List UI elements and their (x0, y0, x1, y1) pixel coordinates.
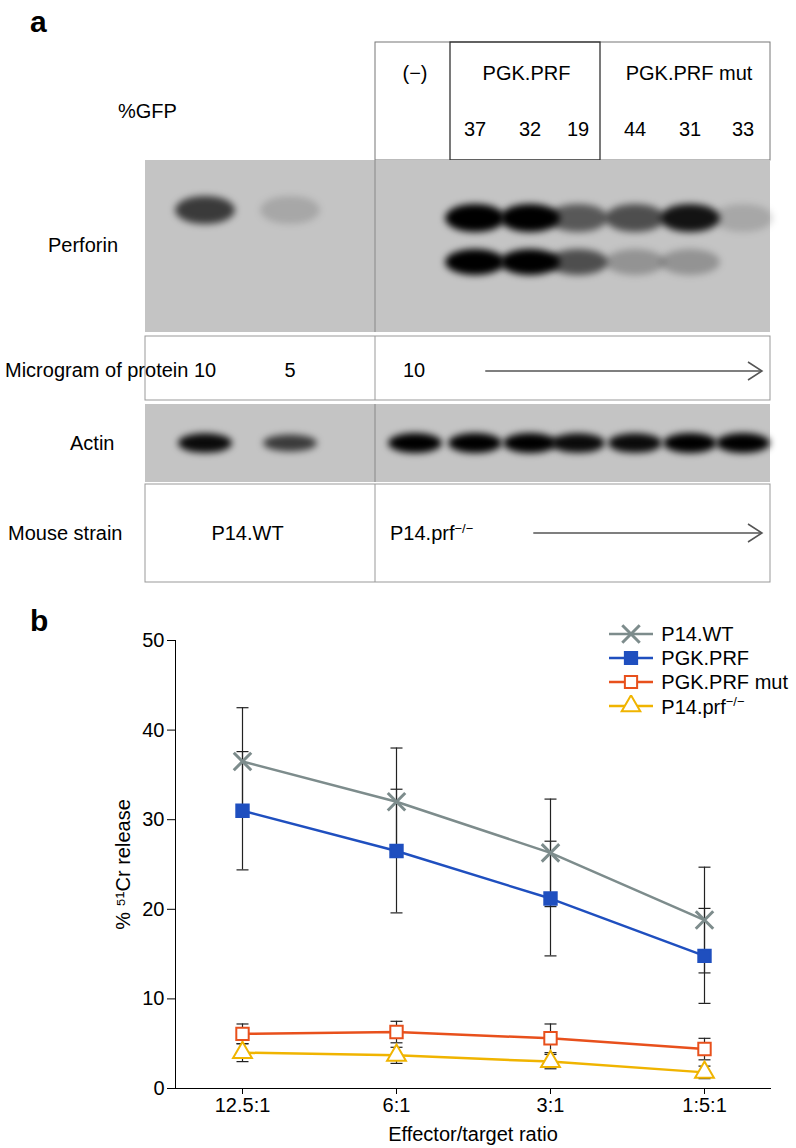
svg-text:%GFP: %GFP (118, 100, 177, 122)
svg-text:32: 32 (519, 118, 541, 140)
svg-text:Mouse strain: Mouse strain (8, 522, 123, 544)
svg-text:PGK.PRF mut: PGK.PRF mut (626, 62, 753, 84)
svg-text:31: 31 (679, 118, 701, 140)
svg-text:PGK.PRF: PGK.PRF (483, 62, 571, 84)
svg-text:10: 10 (403, 359, 425, 381)
svg-text:0: 0 (153, 1077, 164, 1099)
svg-text:40: 40 (142, 719, 164, 741)
svg-text:1:5:1: 1:5:1 (682, 1094, 726, 1116)
svg-text:Actin: Actin (70, 432, 114, 454)
html-text:P14.WT: P14.WT (661, 622, 734, 645)
svg-text:30: 30 (142, 808, 164, 830)
svg-text:12.5:1: 12.5:1 (215, 1094, 271, 1116)
svg-text:Microgram of protein: Microgram of protein (5, 359, 188, 381)
svg-text:37: 37 (464, 118, 486, 140)
svg-text:Perforin: Perforin (48, 234, 118, 256)
html-text:b: b (30, 604, 49, 637)
svg-text:19: 19 (567, 118, 589, 140)
svg-text:P14.WT: P14.WT (211, 522, 283, 544)
svg-text:P14.prf−/−: P14.prf−/− (390, 521, 473, 545)
html-text:PGK.PRF mut: PGK.PRF mut (661, 670, 788, 693)
svg-text:33: 33 (732, 118, 754, 140)
svg-text:10: 10 (194, 359, 216, 381)
html-text:PGK.PRF: PGK.PRF (661, 646, 750, 669)
svg-text:10: 10 (142, 987, 164, 1009)
svg-text:% ⁵¹Cr release: % ⁵¹Cr release (112, 799, 134, 930)
html-text:P14.prf−/−: P14.prf−/− (661, 693, 745, 718)
svg-text:Effector/target ratio: Effector/target ratio (388, 1123, 558, 1145)
svg-text:3:1: 3:1 (537, 1094, 565, 1116)
svg-text:6:1: 6:1 (383, 1094, 411, 1116)
svg-text:44: 44 (624, 118, 646, 140)
svg-text:50: 50 (142, 629, 164, 651)
svg-text:5: 5 (284, 359, 295, 381)
svg-text:20: 20 (142, 898, 164, 920)
svg-text:(−): (−) (403, 62, 428, 84)
svg-text:a: a (30, 5, 47, 38)
